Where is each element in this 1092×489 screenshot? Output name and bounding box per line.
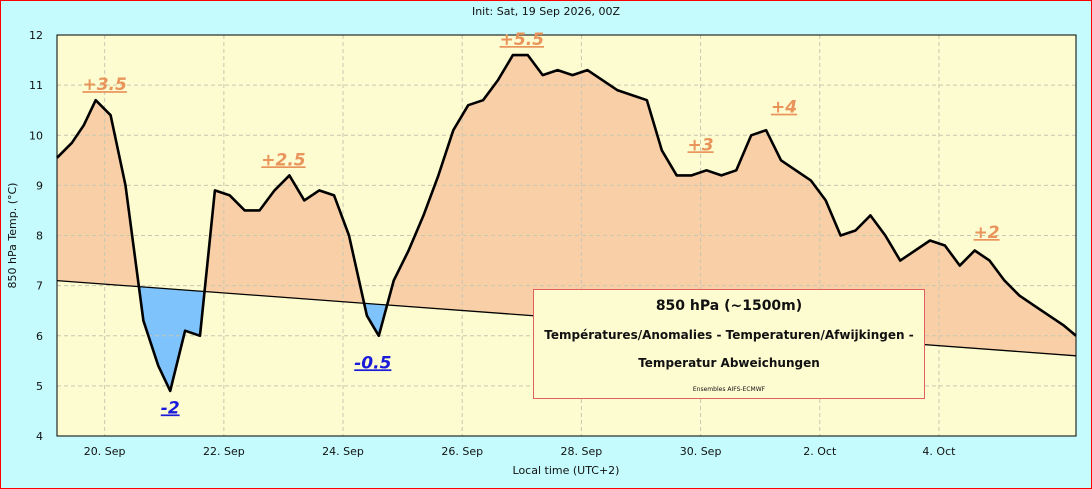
x-tick-label: 24. Sep bbox=[322, 445, 364, 458]
y-tick-label-8: 8 bbox=[36, 230, 43, 243]
chart-title: Init: Sat, 19 Sep 2026, 00Z bbox=[472, 5, 621, 18]
warm-anomaly-area-4 bbox=[387, 55, 1077, 356]
x-tick-label: 20. Sep bbox=[84, 445, 126, 458]
legend-line-1: Températures/Anomalies - Temperaturen/Af… bbox=[544, 328, 914, 342]
y-axis-label: 850 hPa Temp. (°C) bbox=[6, 183, 19, 289]
y-tick-label-7: 7 bbox=[36, 280, 43, 293]
temperature-line bbox=[56, 53, 1077, 393]
anomaly-label-warm: +4 bbox=[771, 98, 797, 118]
legend-source: Ensembles AIFS-ECMWF bbox=[692, 386, 766, 393]
cold-anomaly-area-1 bbox=[138, 286, 205, 391]
anomaly-label-cold: -2 bbox=[161, 398, 180, 418]
anomaly-label-warm: +5.5 bbox=[500, 30, 544, 50]
x-tick-label: 22. Sep bbox=[203, 445, 245, 458]
anomaly-label-cold: -0.5 bbox=[354, 353, 391, 373]
x-tick-label: 30. Sep bbox=[680, 445, 722, 458]
anomaly-label-warm: +3 bbox=[688, 135, 714, 155]
y-tick-label-9: 9 bbox=[36, 179, 43, 192]
y-tick-label-4: 4 bbox=[36, 430, 43, 443]
plot-border bbox=[56, 34, 1077, 437]
y-tick-label-10: 10 bbox=[29, 129, 43, 142]
warm-anomaly-area-0 bbox=[57, 100, 139, 287]
y-tick-label-12: 12 bbox=[29, 29, 43, 42]
y-tick-label-6: 6 bbox=[36, 330, 43, 343]
legend-box: 850 hPa (~1500m) Températures/Anomalies … bbox=[533, 289, 925, 399]
anomaly-label-warm: +2.5 bbox=[261, 150, 305, 170]
x-tick-label: 2. Oct bbox=[803, 445, 837, 458]
anomaly-label-warm: +2 bbox=[974, 223, 1000, 243]
y-tick-label-5: 5 bbox=[36, 380, 43, 393]
x-tick-label: 4. Oct bbox=[922, 445, 956, 458]
anomaly-label-warm: +3.5 bbox=[82, 75, 126, 95]
cold-anomaly-area-3 bbox=[364, 303, 388, 336]
legend-title: 850 hPa (~1500m) bbox=[655, 298, 803, 314]
warm-anomaly-area-2 bbox=[204, 175, 365, 304]
x-axis-label: Local time (UTC+2) bbox=[513, 464, 620, 477]
y-tick-label-11: 11 bbox=[29, 79, 43, 92]
x-tick-label: 28. Sep bbox=[561, 445, 603, 458]
legend-line-2: Temperatur Abweichungen bbox=[638, 356, 820, 370]
x-tick-label: 26. Sep bbox=[441, 445, 483, 458]
